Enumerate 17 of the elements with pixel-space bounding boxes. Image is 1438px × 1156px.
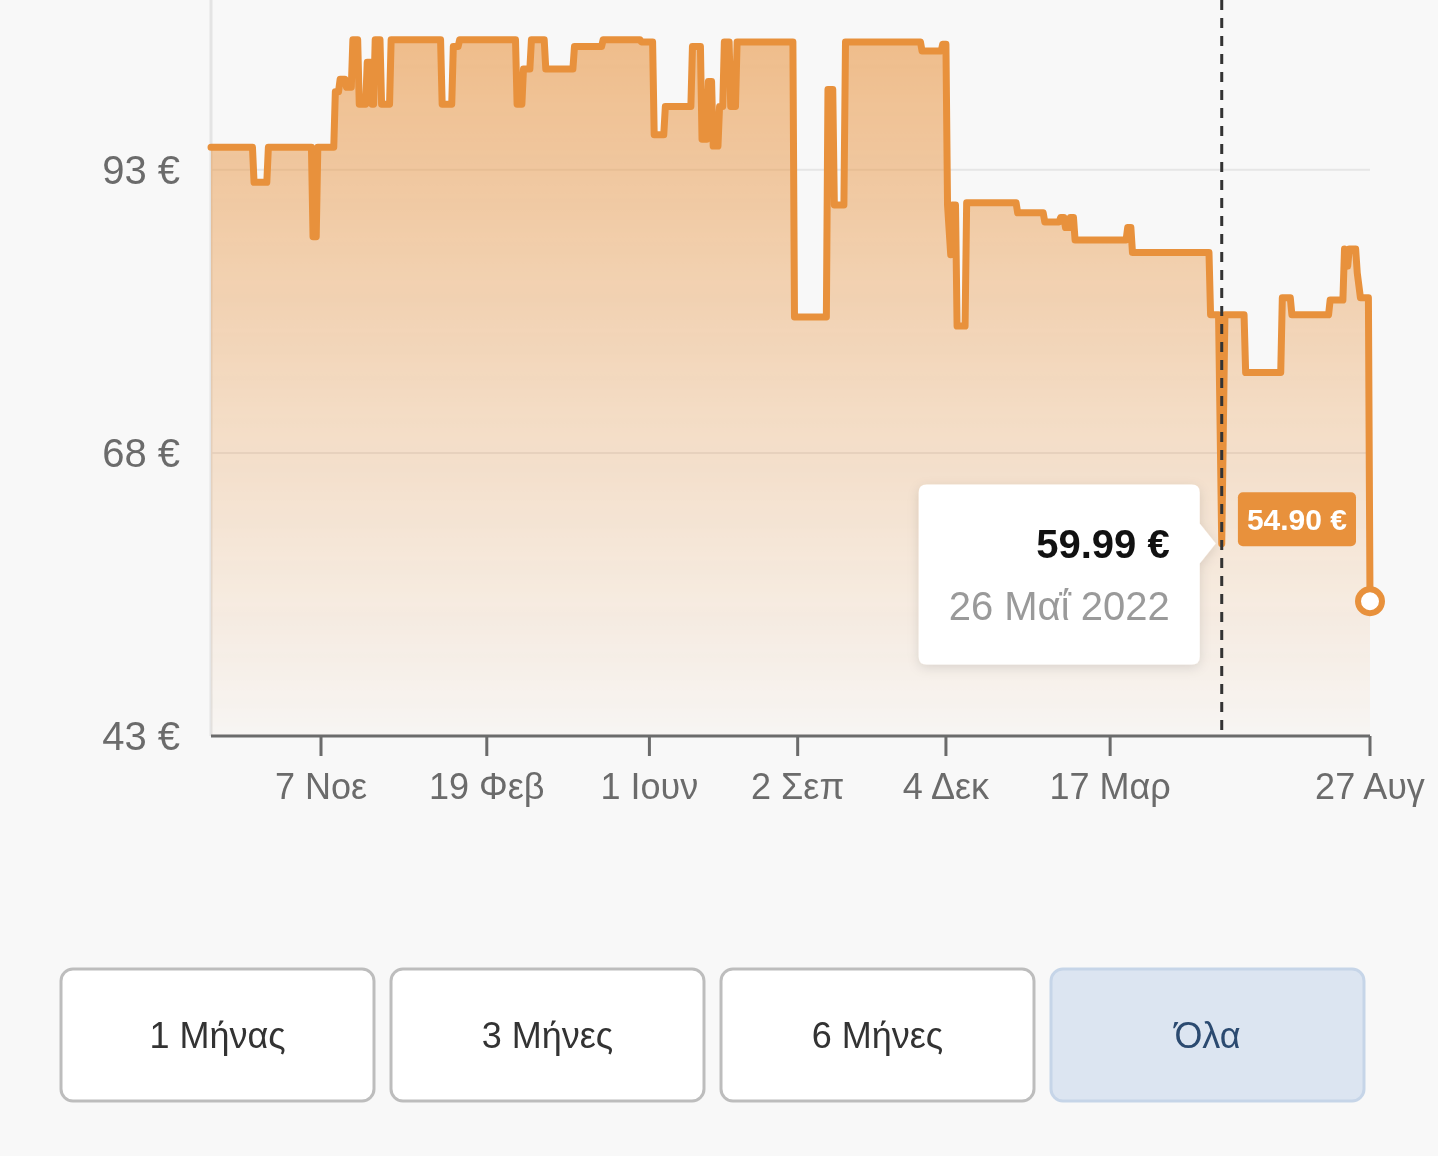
- x-tick-label: 17 Μαρ: [1049, 765, 1171, 807]
- x-tick-label: 4 Δεκ: [902, 765, 990, 807]
- annotation: 59.99 €: [1036, 521, 1170, 566]
- x-tick-label: 1 Ιουν: [600, 765, 699, 807]
- data-label: 54.90 €: [1246, 502, 1348, 536]
- text: 1 Μήνας: [149, 1014, 286, 1056]
- text: 3 Μήνες: [481, 1014, 614, 1056]
- x-tick-label: 27 Αυγ: [1315, 765, 1425, 807]
- y-tick-label: 43 €: [102, 714, 180, 758]
- annotation: 26 Μαΐ 2022: [948, 583, 1170, 628]
- text: 6 Μήνες: [811, 1014, 944, 1056]
- y-tick-label: 93 €: [102, 147, 180, 192]
- x-tick-label: 7 Νοε: [274, 765, 368, 807]
- x-tick-label: 2 Σεπ: [751, 765, 845, 807]
- x-tick-label: 19 Φεβ: [429, 765, 545, 807]
- y-tick-label: 68 €: [102, 430, 180, 475]
- text: Όλα: [1172, 1014, 1241, 1056]
